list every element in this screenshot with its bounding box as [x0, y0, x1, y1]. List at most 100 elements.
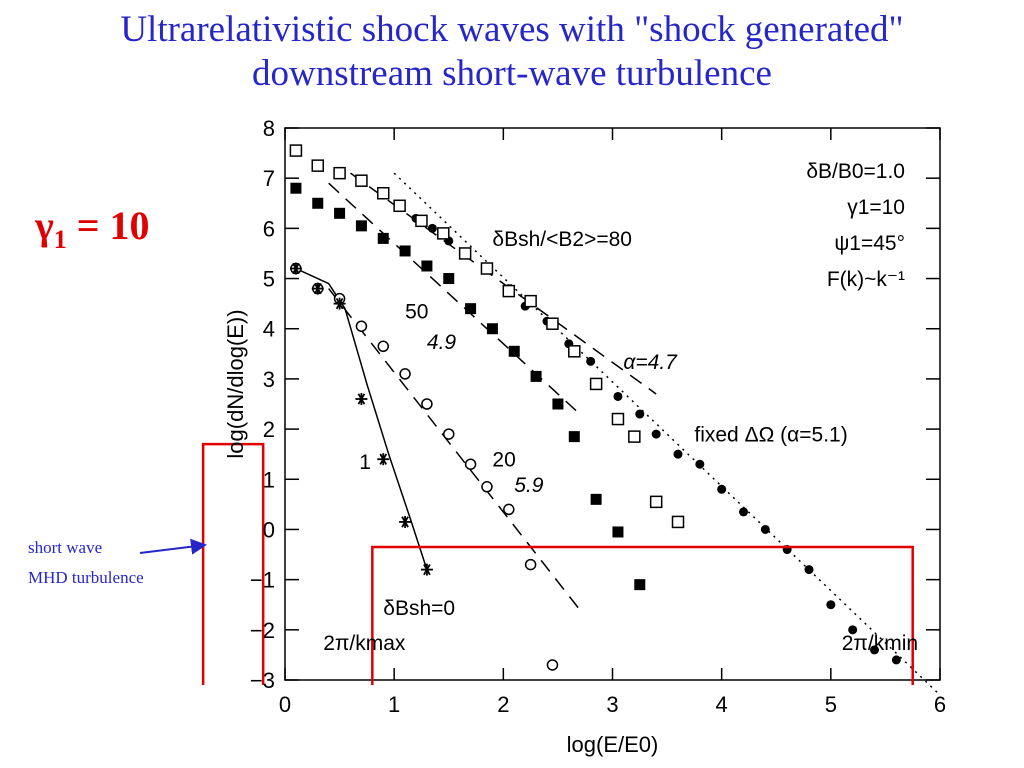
y-tick-label: 5	[263, 267, 275, 292]
note-arrow	[139, 538, 207, 555]
data-point-asterisk	[355, 392, 368, 405]
data-point-open-square	[458, 247, 472, 260]
gamma-value: = 10	[66, 203, 150, 248]
data-point-dot	[870, 645, 879, 655]
data-point-filled-square	[590, 493, 602, 505]
x-tick-label: 2	[497, 692, 509, 717]
note-line-1: short wave	[28, 538, 103, 557]
data-point-open-circle	[355, 320, 368, 332]
y-tick-label: 4	[263, 317, 275, 342]
x-tick-label: 4	[716, 692, 728, 717]
data-point-asterisk	[333, 297, 346, 310]
gamma-symbol: γ	[35, 203, 54, 248]
x-tick-label: 5	[825, 692, 837, 717]
y-tick-label: −2	[250, 618, 275, 643]
data-point-filled-square	[355, 220, 367, 232]
data-point-open-square	[671, 515, 685, 529]
red-window-short-wave	[201, 442, 265, 685]
x-tick-label: 6	[934, 692, 946, 717]
x-tick-label: 3	[606, 692, 618, 717]
turbulence-note: short wave MHD turbulence	[28, 533, 144, 593]
gamma-label: γ1 = 10	[35, 202, 150, 255]
data-point-open-circle	[377, 340, 389, 353]
parameter-label: ψ1=45°	[834, 232, 905, 255]
data-point-filled-square	[334, 207, 346, 219]
data-point-filled-square	[568, 431, 580, 443]
fit-line-solid	[295, 267, 428, 570]
data-point-dot	[635, 409, 645, 419]
data-point-dot	[695, 459, 705, 469]
title-line-2: downstream short-wave turbulence	[252, 53, 772, 94]
data-point-asterisk	[311, 282, 324, 295]
chart-annotation: 4.9	[427, 331, 457, 354]
data-point-dot	[427, 223, 437, 233]
data-point-filled-square	[290, 182, 302, 194]
chart-annotation: α=4.7	[623, 351, 678, 374]
data-point-open-circle	[399, 368, 411, 380]
chart-annotation: 2π/kmax	[323, 632, 406, 655]
data-point-open-square	[524, 294, 537, 308]
chart-annotation: δBsh/<B2>=80	[492, 228, 632, 251]
data-point-filled-square	[421, 260, 433, 272]
data-point-open-square	[333, 166, 346, 180]
x-tick-label: 1	[388, 692, 400, 717]
slide-title: Ultrarelativistic shock waves with "shoc…	[0, 8, 1024, 96]
data-point-filled-square	[634, 579, 646, 591]
chart-annotation: 5.9	[514, 474, 544, 497]
data-point-asterisk	[399, 515, 412, 528]
data-point-open-square	[311, 159, 324, 172]
data-point-open-square	[589, 377, 603, 391]
data-point-open-circle	[464, 458, 477, 470]
chart-annotation: fixed ΔΩ (α=5.1)	[694, 424, 847, 447]
red-window-kmax-kmin	[371, 545, 914, 685]
data-point-open-circle	[421, 398, 433, 410]
data-point-open-square	[437, 227, 450, 240]
data-point-open-square	[377, 186, 390, 200]
chart-annotation: 50	[405, 301, 428, 324]
title-line-1: Ultrarelativistic shock waves with "shoc…	[120, 9, 904, 50]
data-point-dot	[760, 524, 770, 534]
data-point-dot	[804, 565, 814, 575]
data-point-filled-square	[312, 197, 324, 209]
data-point-asterisk	[377, 453, 390, 466]
chart-annotation: 1	[359, 451, 371, 474]
data-point-dot	[586, 356, 596, 366]
data-point-open-square	[289, 144, 303, 157]
y-axis-label: log(dN/dlog(E))	[223, 309, 248, 458]
fit-line-dashed	[350, 172, 657, 395]
data-point-open-square	[649, 495, 663, 509]
data-point-dot	[848, 625, 858, 635]
data-point-open-square	[480, 262, 494, 275]
data-point-open-square	[502, 284, 516, 298]
x-axis-label: log(E/E0)	[567, 732, 659, 757]
data-point-open-square	[415, 214, 428, 228]
x-tick-label: 0	[279, 692, 291, 717]
data-point-dot	[613, 391, 623, 401]
data-point-open-square	[393, 199, 406, 213]
y-tick-label: −1	[250, 568, 275, 593]
parameter-label: F(k)~k⁻¹	[827, 268, 905, 291]
data-point-asterisk	[420, 563, 433, 576]
chart-annotation: 20	[492, 449, 515, 472]
parameter-label: γ1=10	[847, 196, 905, 219]
y-tick-label: 7	[263, 166, 275, 191]
data-point-dot	[826, 600, 836, 610]
data-point-filled-square	[486, 323, 498, 335]
data-point-filled-square	[443, 273, 455, 285]
data-point-open-circle	[524, 558, 537, 571]
data-point-dot	[739, 507, 748, 517]
gamma-subscript: 1	[53, 225, 67, 254]
chart-annotation: 2π/kmin	[842, 632, 918, 655]
y-tick-label: 3	[263, 367, 275, 392]
data-point-open-circle	[503, 503, 515, 516]
data-point-open-circle	[546, 659, 559, 671]
data-point-open-circle	[443, 428, 455, 440]
data-point-open-square	[628, 430, 641, 443]
y-tick-label: 0	[263, 517, 275, 542]
data-point-open-square	[355, 174, 368, 187]
data-point-open-square	[611, 412, 625, 426]
data-point-filled-square	[612, 526, 624, 538]
data-point-dot	[673, 449, 683, 459]
y-tick-label: 6	[263, 216, 275, 241]
chart-annotation: δBsh=0	[383, 597, 455, 620]
